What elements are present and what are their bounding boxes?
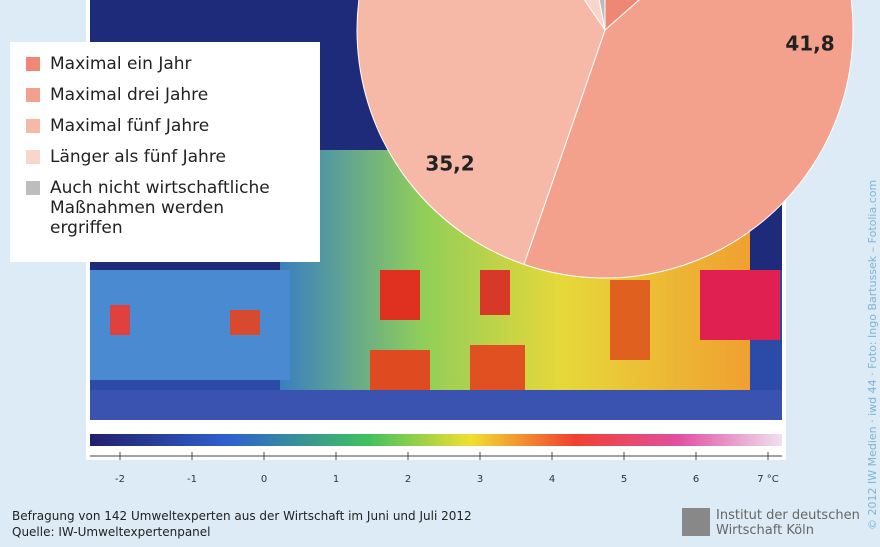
legend-label: Maximal fünf Jahre [50, 116, 210, 136]
legend-swatch [26, 88, 40, 102]
scale-label: 3 [477, 474, 483, 485]
scale-label: 2 [405, 474, 411, 485]
legend-label: Maximal drei Jahre [50, 85, 209, 105]
pie-slice [604, 0, 640, 32]
scale-label: 4 [549, 474, 555, 485]
legend-item: Auch nicht wirtschaftliche Maßnahmen wer… [26, 178, 308, 238]
scale-label: -2 [115, 474, 125, 485]
footnote: Befragung von 142 Umweltexperten aus der… [12, 509, 472, 523]
legend-item: Maximal drei Jahre [26, 85, 308, 105]
pie-slice [523, 0, 854, 279]
legend-label: Auch nicht wirtschaftliche Maßnahmen wer… [50, 178, 270, 238]
legend-swatch [26, 150, 40, 164]
logo-text: Wirtschaft Köln [716, 523, 815, 538]
legend-item: Maximal ein Jahr [26, 54, 308, 74]
scale-label: 6 [693, 474, 699, 485]
pie-slice [356, 0, 606, 266]
legend-swatch [26, 119, 40, 133]
scale-label: 1 [333, 474, 339, 485]
photo-credit: © 2012 IW Medien · iwd 44 · Foto: Ingo B… [866, 179, 879, 530]
legend-item: Maximal fünf Jahre [26, 116, 308, 136]
logo-text: Institut der deutschen [716, 508, 860, 523]
scale-label: 5 [621, 474, 627, 485]
scale-label: -1 [187, 474, 197, 485]
legend-label: Länger als fünf Jahre [50, 147, 226, 167]
pie-slice [584, 0, 606, 31]
legend-swatch [26, 57, 40, 71]
value-label: 35,2 [425, 152, 474, 176]
source: Quelle: IW-Umweltexpertenpanel [12, 525, 211, 539]
legend-label: Maximal ein Jahr [50, 54, 192, 74]
logo-mark [682, 508, 710, 536]
legend-item: Länger als fünf Jahre [26, 147, 308, 167]
pie-slice [598, 0, 606, 31]
scale-label: 0 [261, 474, 267, 485]
value-label: 41,8 [785, 32, 834, 56]
scale-label: 7 °C [757, 474, 779, 485]
legend: Maximal ein Jahr Maximal drei Jahre Maxima… [10, 42, 320, 262]
legend-swatch [26, 181, 40, 195]
